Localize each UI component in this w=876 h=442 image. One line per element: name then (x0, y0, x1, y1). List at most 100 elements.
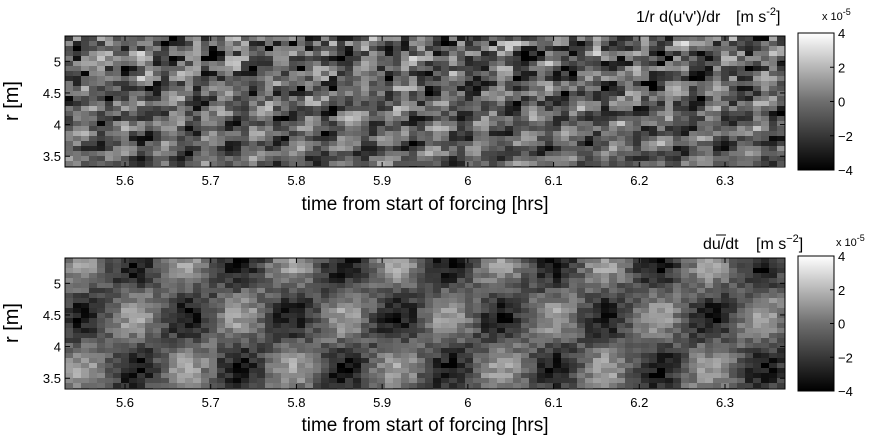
heatmap-cell (497, 308, 506, 314)
heatmap-cell (345, 368, 354, 374)
heatmap-cell (425, 86, 434, 92)
heatmap-cell (729, 363, 738, 369)
heatmap-cell (361, 323, 370, 329)
heatmap-cell (545, 258, 554, 264)
heatmap-cell (481, 56, 490, 62)
heatmap-cell (457, 348, 466, 354)
heatmap-cell (449, 313, 458, 319)
heatmap-cell (225, 66, 234, 72)
heatmap-cell (241, 56, 250, 62)
heatmap-cell (129, 61, 138, 67)
heatmap-cell (425, 81, 434, 87)
heatmap-cell (721, 56, 730, 62)
heatmap-cell (689, 66, 698, 72)
heatmap-cell (305, 283, 314, 289)
heatmap-cell (729, 156, 738, 162)
heatmap-cell (569, 131, 578, 137)
heatmap-cell (129, 116, 138, 122)
heatmap-cell (145, 278, 154, 284)
heatmap-cell (705, 258, 714, 264)
heatmap-cell (705, 368, 714, 374)
heatmap-cell (641, 146, 650, 152)
heatmap-cell (113, 298, 122, 304)
heatmap-cell (193, 91, 202, 97)
heatmap-cell (65, 333, 74, 339)
heatmap-cell (185, 156, 194, 162)
heatmap-cell (81, 126, 90, 132)
heatmap-cell (65, 303, 74, 309)
heatmap-cell (417, 338, 426, 344)
heatmap-cell (217, 121, 226, 127)
heatmap-cell (593, 308, 602, 314)
bottom-y-axis-label: r [m] (1, 303, 23, 343)
heatmap-cell (249, 318, 258, 324)
heatmap-cell (121, 146, 130, 152)
heatmap-cell (409, 333, 418, 339)
heatmap-cell (489, 71, 498, 77)
heatmap-cell (401, 76, 410, 82)
heatmap-cell (529, 328, 538, 334)
heatmap-cell (169, 303, 178, 309)
heatmap-cell (73, 106, 82, 112)
heatmap-cell (313, 343, 322, 349)
heatmap-cell (241, 151, 250, 157)
heatmap-cell (353, 353, 362, 359)
heatmap-cell (185, 146, 194, 152)
heatmap-cell (609, 318, 618, 324)
heatmap-cell (665, 141, 674, 147)
heatmap-cell (137, 358, 146, 364)
heatmap-cell (457, 303, 466, 309)
heatmap-cell (641, 278, 650, 284)
heatmap-cell (105, 141, 114, 147)
heatmap-cell (137, 101, 146, 107)
heatmap-cell (353, 141, 362, 147)
heatmap-cell (585, 348, 594, 354)
heatmap-cell (457, 136, 466, 142)
heatmap-cell (585, 56, 594, 62)
heatmap-cell (697, 116, 706, 122)
heatmap-cell (713, 96, 722, 102)
heatmap-cell (561, 106, 570, 112)
heatmap-cell (713, 318, 722, 324)
heatmap-cell (657, 303, 666, 309)
heatmap-cell (657, 56, 666, 62)
heatmap-cell (737, 36, 746, 42)
heatmap-cell (761, 86, 770, 92)
heatmap-cell (273, 76, 282, 82)
heatmap-cell (249, 313, 258, 319)
heatmap-cell (361, 288, 370, 294)
heatmap-cell (529, 46, 538, 52)
heatmap-cell (481, 121, 490, 127)
heatmap-cell (561, 96, 570, 102)
heatmap-cell (305, 328, 314, 334)
heatmap-cell (137, 318, 146, 324)
heatmap-cell (529, 313, 538, 319)
heatmap-cell (673, 308, 682, 314)
heatmap-cell (385, 288, 394, 294)
heatmap-cell (121, 293, 130, 299)
heatmap-cell (689, 343, 698, 349)
heatmap-cell (97, 323, 106, 329)
heatmap-cell (489, 36, 498, 42)
heatmap-cell (465, 146, 474, 152)
heatmap-cell (689, 91, 698, 97)
heatmap-cell (241, 358, 250, 364)
heatmap-cell (289, 51, 298, 57)
heatmap-cell (449, 293, 458, 299)
heatmap-cell (393, 46, 402, 52)
heatmap-cell (393, 86, 402, 92)
heatmap-cell (337, 116, 346, 122)
heatmap-cell (193, 258, 202, 264)
heatmap-cell (745, 353, 754, 359)
heatmap-cell (657, 141, 666, 147)
heatmap-cell (65, 278, 74, 284)
heatmap-cell (201, 161, 210, 167)
heatmap-cell (193, 263, 202, 269)
heatmap-cell (257, 76, 266, 82)
heatmap-cell (713, 383, 722, 389)
heatmap-cell (393, 318, 402, 324)
heatmap-cell (537, 333, 546, 339)
heatmap-cell (441, 161, 450, 167)
heatmap-cell (329, 313, 338, 319)
heatmap-cell (121, 328, 130, 334)
